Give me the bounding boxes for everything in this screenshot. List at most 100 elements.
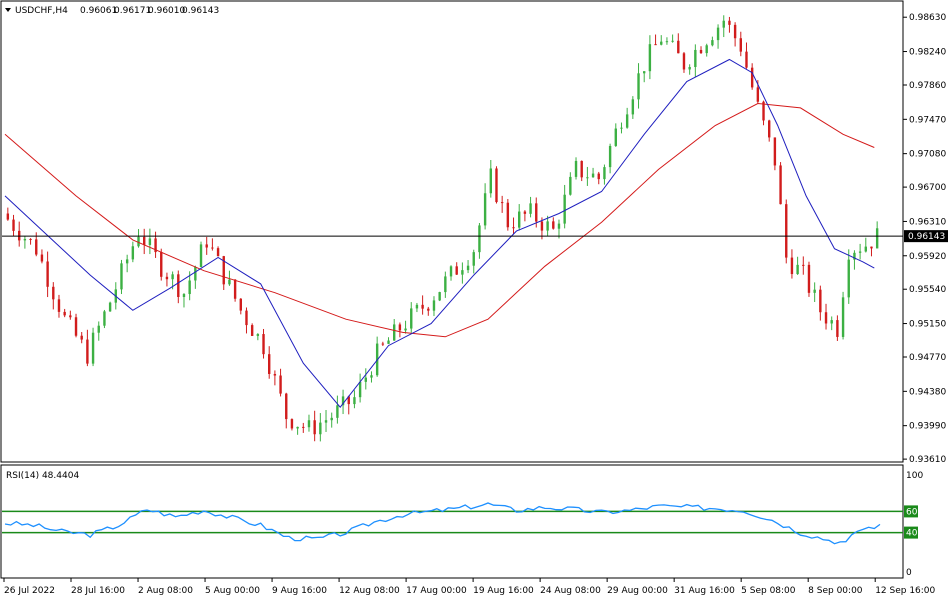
candle-bear	[216, 248, 220, 257]
candle-bear	[421, 304, 424, 309]
candle-bear	[86, 339, 89, 364]
candle-bull	[432, 300, 436, 311]
candle-bear	[381, 343, 385, 345]
candle-bull	[91, 332, 95, 364]
candle-bear	[290, 419, 294, 429]
candle-bear	[143, 236, 146, 245]
candle-bull	[489, 168, 492, 194]
candle-bear	[552, 221, 555, 229]
candle-bull	[660, 41, 663, 45]
candles-layer	[6, 15, 879, 442]
candle-bull	[631, 99, 635, 115]
candle-bull	[529, 203, 532, 214]
candle-bear	[779, 165, 782, 205]
candle-bear	[768, 120, 771, 138]
candle-bear	[69, 315, 72, 318]
price-tick-label: 0.93610	[909, 455, 946, 465]
candle-bull	[353, 397, 356, 405]
candle-bear	[262, 334, 265, 355]
time-tick-label: 12 Sep 16:00	[875, 586, 935, 596]
candle-bear	[46, 261, 49, 287]
candle-bear	[762, 101, 765, 121]
candle-bear	[205, 244, 208, 248]
candle-bear	[6, 213, 10, 220]
candle-bull	[483, 193, 487, 226]
ohlc-close: 0.96143	[182, 6, 219, 16]
rsi-level-label: 40	[906, 529, 918, 539]
time-tick-label: 12 Aug 08:00	[339, 586, 400, 596]
moving-average-slow-line	[4, 102, 875, 338]
candle-bear	[807, 264, 811, 293]
candle-bull	[591, 173, 595, 178]
candle-bear	[580, 160, 583, 178]
candle-bull	[444, 276, 447, 293]
candle-bull	[256, 334, 260, 336]
candle-bull	[131, 246, 135, 260]
candle-bull	[625, 114, 629, 128]
price-tick-label: 0.97860	[909, 81, 946, 91]
time-tick-label: 2 Aug 08:00	[138, 586, 193, 596]
candle-bear	[35, 239, 38, 255]
price-tick-label: 0.97470	[909, 115, 946, 125]
candle-bear	[836, 320, 839, 337]
candle-bull	[125, 259, 129, 264]
candle-bear	[512, 227, 515, 229]
price-tick-label: 0.93990	[909, 422, 946, 432]
candle-bull	[341, 396, 345, 406]
candle-bull	[324, 420, 328, 423]
rsi-level-tag	[904, 526, 918, 539]
time-tick-label: 9 Aug 16:00	[272, 586, 327, 596]
rsi-line	[4, 502, 881, 545]
time-tick-label: 29 Aug 00:00	[607, 586, 668, 596]
time-tick-label: 28 Jul 16:00	[71, 586, 125, 596]
candle-bear	[773, 137, 777, 166]
time-tick-label: 8 Sep 00:00	[808, 586, 863, 596]
candle-bull	[410, 308, 413, 329]
price-tick-label: 0.95920	[909, 252, 946, 262]
candle-bull	[643, 71, 646, 74]
time-tick-label: 26 Jul 2022	[4, 586, 55, 596]
price-tick-label: 0.95540	[909, 285, 946, 295]
candle-bull	[694, 49, 697, 68]
candle-bull	[688, 67, 691, 70]
candle-bear	[313, 420, 316, 435]
candle-bull	[711, 40, 714, 46]
candle-bear	[819, 289, 822, 313]
price-axis: 0.98630 0.98240 0.97860 0.97470 0.97080 0.967…	[903, 13, 946, 465]
candle-bull	[472, 252, 475, 266]
candle-bear	[750, 67, 754, 88]
candle-bull	[194, 267, 197, 281]
time-tick-label: 31 Aug 16:00	[674, 586, 735, 596]
time-axis: 26 Jul 2022 28 Jul 16:00 2 Aug 08:00 5 Aug …	[3, 578, 936, 596]
time-tick-label: 17 Aug 00:00	[406, 586, 467, 596]
candle-bear	[279, 375, 282, 394]
candle-bear	[802, 264, 805, 266]
candle-bull	[574, 160, 578, 177]
dropdown-triangle-icon[interactable]	[5, 8, 11, 12]
candle-bull	[103, 311, 106, 326]
price-panel-frame	[0, 0, 904, 463]
candle-bear	[455, 266, 458, 275]
candle-bear	[745, 51, 748, 68]
candle-bull	[478, 225, 481, 253]
candle-bull	[387, 340, 390, 344]
candle-bear	[222, 256, 225, 285]
rsi-title: RSI(14) 48.4404	[6, 471, 79, 481]
rsi-scale-0: 0	[906, 568, 912, 578]
symbol-label: USDCHF,H4	[15, 6, 68, 16]
rsi-level-label: 60	[906, 507, 918, 517]
candle-bear	[273, 373, 277, 376]
candle-bull	[875, 228, 879, 249]
candle-bear	[682, 53, 686, 70]
candle-bull	[557, 223, 561, 229]
candle-bear	[165, 276, 169, 280]
candle-bear	[535, 203, 538, 222]
candle-bear	[870, 246, 873, 249]
candle-bear	[398, 324, 402, 331]
candle-bull	[296, 426, 299, 429]
candle-bear	[699, 49, 703, 54]
candle-bear	[57, 299, 61, 312]
candle-bull	[518, 211, 521, 228]
candle-bull	[415, 304, 419, 309]
